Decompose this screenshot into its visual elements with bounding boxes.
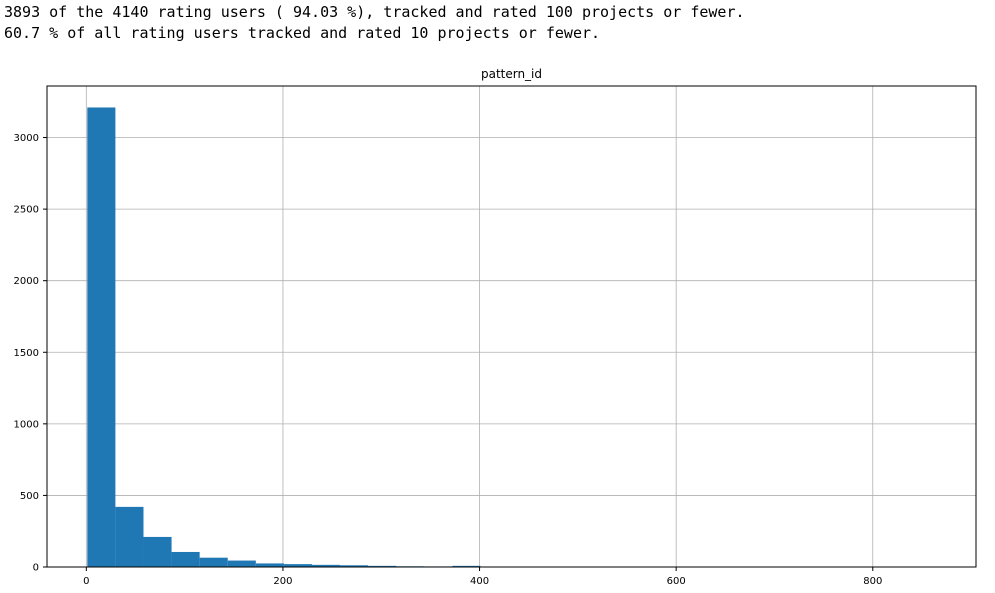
- output-line-1: 3893 of the 4140 rating users ( 94.03 %)…: [4, 3, 745, 21]
- histogram-bar: [87, 107, 116, 568]
- y-tick-label: 3000: [14, 133, 39, 144]
- histogram-bar: [115, 506, 144, 567]
- histogram-bar: [199, 557, 228, 567]
- y-tick-label: 1000: [14, 419, 39, 430]
- x-tick-label: 0: [83, 576, 89, 587]
- histogram-bar: [143, 536, 172, 567]
- histogram-bar: [311, 564, 341, 567]
- x-tick-label: 200: [273, 576, 292, 587]
- x-tick-label: 600: [667, 576, 686, 587]
- histogram-bar: [227, 560, 256, 567]
- grid-lines: [47, 86, 976, 568]
- x-tick-label: 800: [863, 576, 882, 587]
- y-tick-label: 1500: [14, 348, 39, 359]
- histogram-bars: [87, 107, 930, 568]
- plot-frame: [46, 85, 977, 568]
- y-tick-label: 2500: [14, 205, 39, 216]
- x-tick-label: 400: [470, 576, 489, 587]
- chart-title: pattern_id: [481, 67, 542, 81]
- y-tick-label: 0: [33, 563, 39, 574]
- histogram-bar: [171, 551, 200, 567]
- histogram-bar: [283, 564, 312, 567]
- output-line-2: 60.7 % of all rating users tracked and r…: [4, 24, 601, 42]
- histogram-bar: [452, 565, 481, 567]
- y-tick-label: 2000: [14, 276, 39, 287]
- histogram-bar: [255, 563, 284, 567]
- histogram-bar: [340, 565, 369, 567]
- histogram-bar: [368, 565, 397, 567]
- axis-ticks: 0 200 400 600 800 0 500 1000 1500 2000 2500 3000: [14, 133, 883, 587]
- y-tick-label: 500: [20, 491, 39, 502]
